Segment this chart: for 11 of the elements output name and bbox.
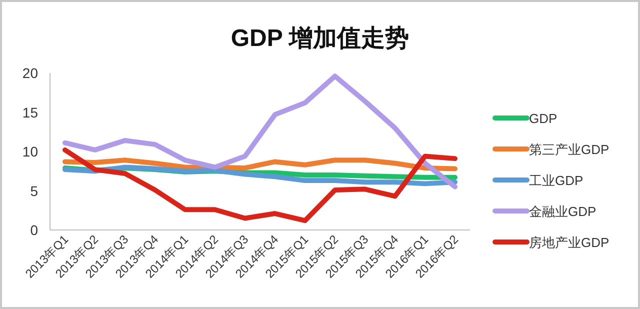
- chart-title: GDP 增加值走势: [230, 25, 410, 52]
- y-tick-label: 10: [22, 144, 38, 160]
- y-tick-label: 20: [22, 65, 38, 81]
- legend-label: 金融业GDP: [529, 204, 596, 219]
- y-tick-label: 5: [30, 182, 38, 199]
- legend-label: GDP: [529, 111, 558, 126]
- y-tick-label: 15: [22, 104, 38, 120]
- y-tick-label: 0: [30, 222, 38, 238]
- legend-label: 第三产业GDP: [529, 142, 610, 157]
- legend-label: 工业GDP: [529, 173, 584, 188]
- legend-label: 房地产业GDP: [529, 235, 610, 250]
